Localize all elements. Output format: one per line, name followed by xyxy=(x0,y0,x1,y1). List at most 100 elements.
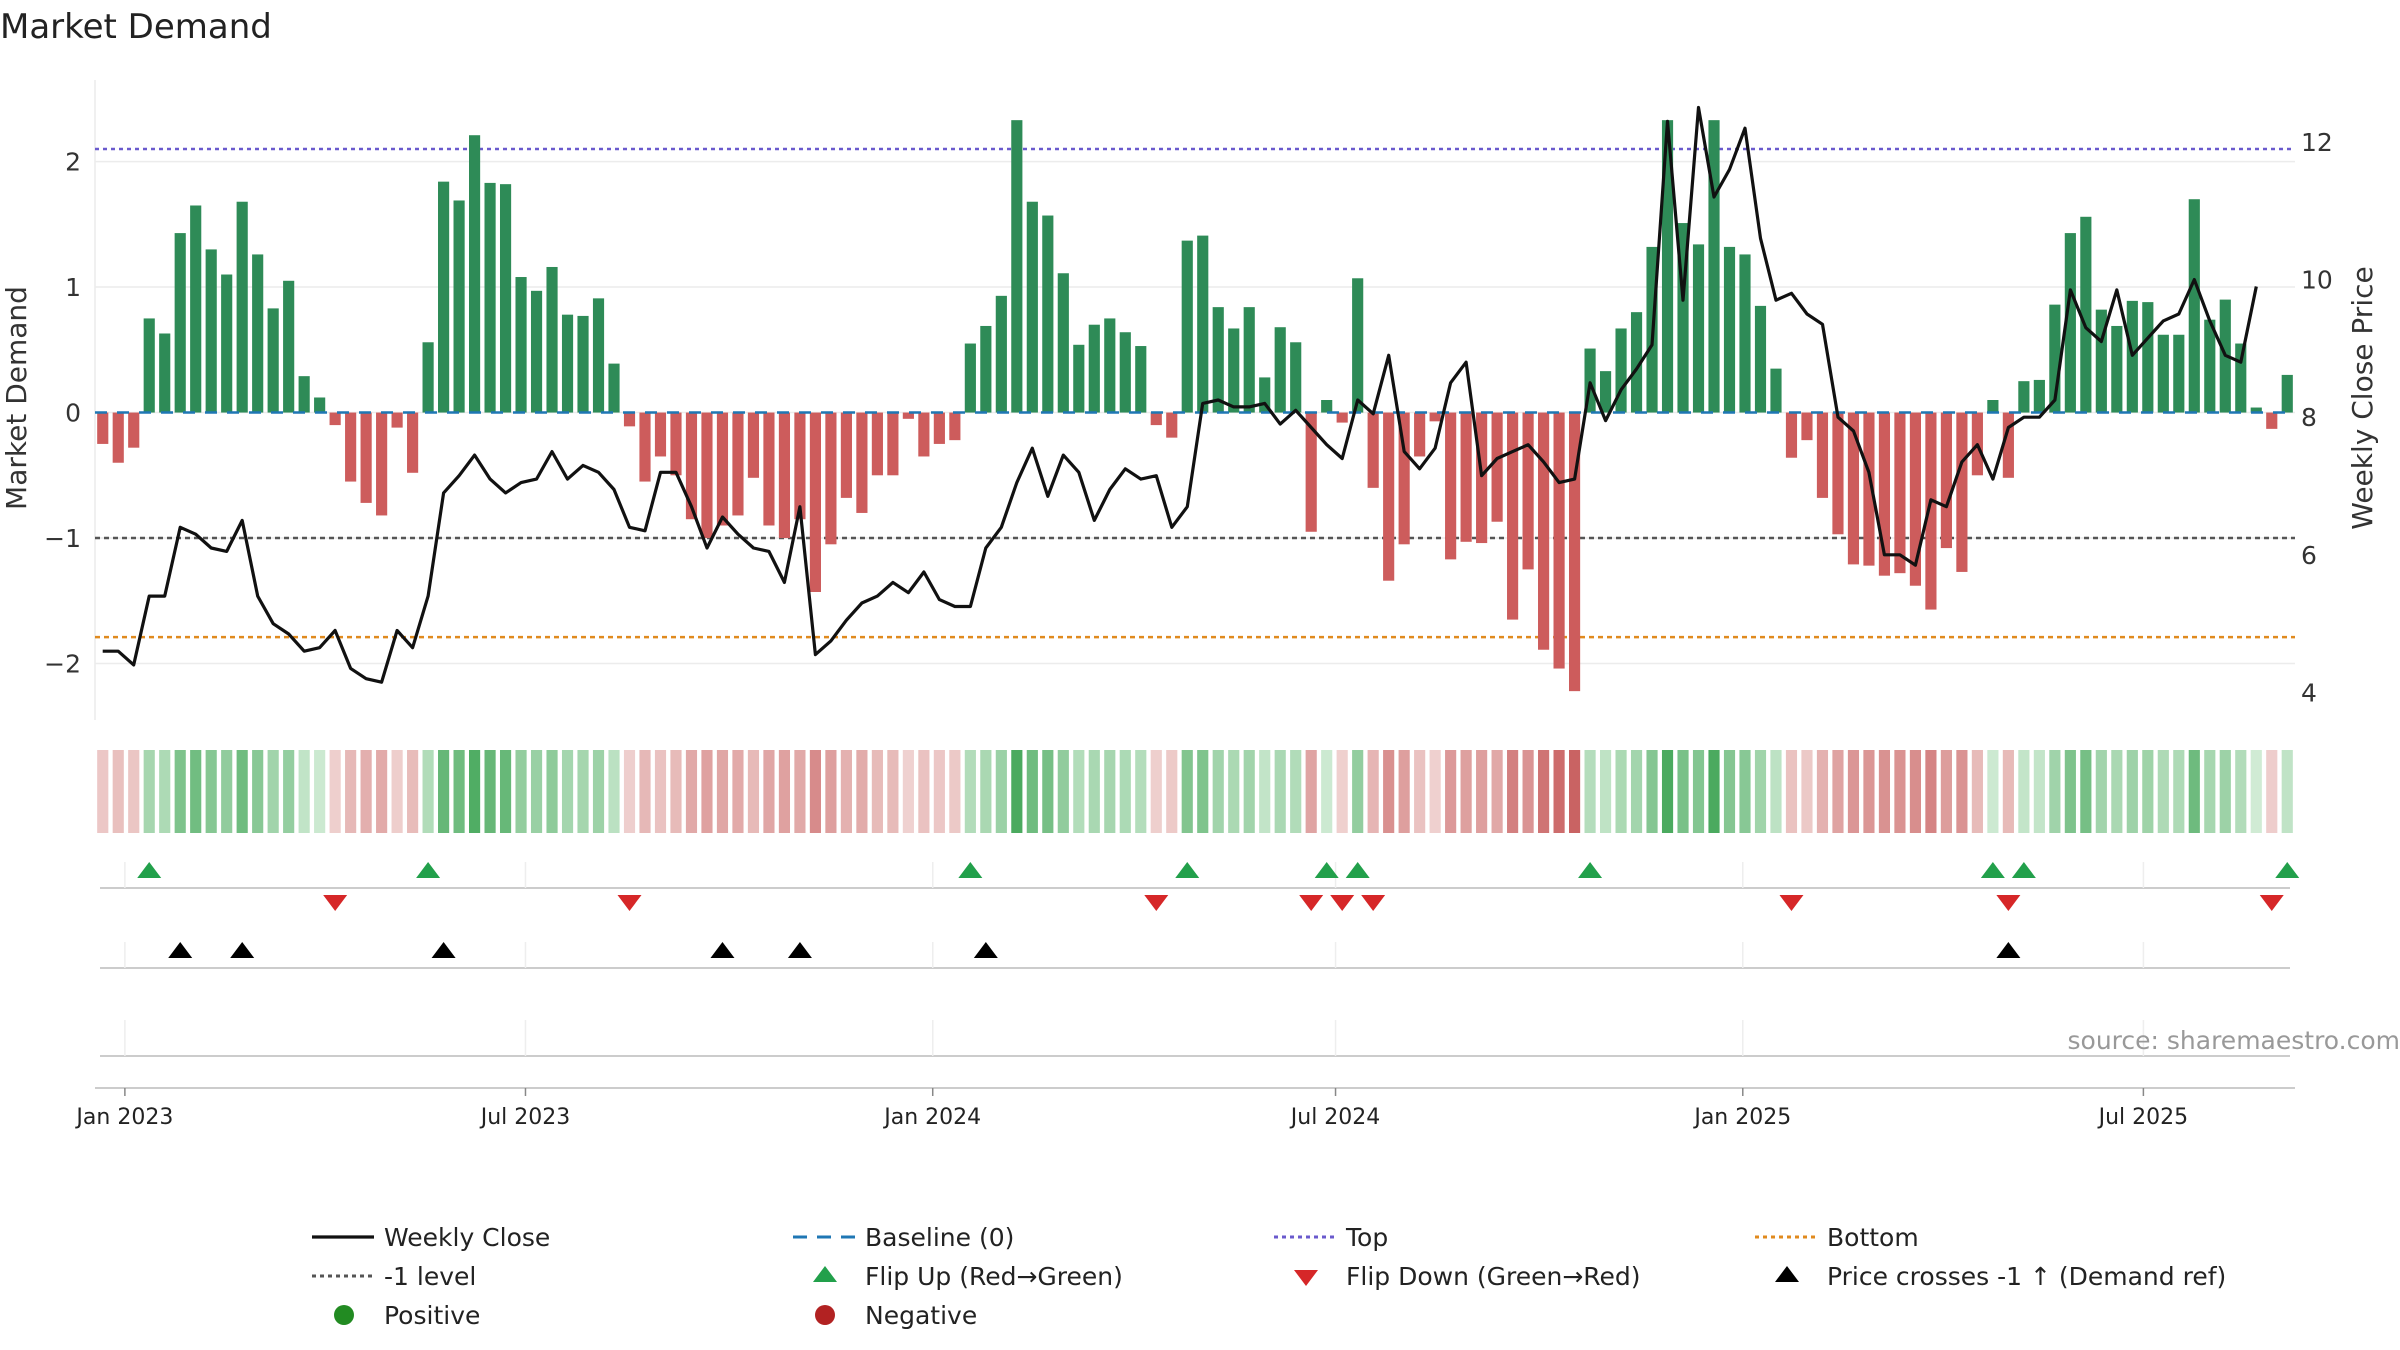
heat-cell xyxy=(298,750,310,833)
demand-bar xyxy=(1429,412,1441,422)
heat-cell xyxy=(1383,750,1395,833)
demand-bar xyxy=(561,314,574,413)
heat-cell xyxy=(902,750,914,833)
price-cross-marker xyxy=(431,942,456,958)
y2-tick-label: 4 xyxy=(2301,678,2317,707)
heat-cell xyxy=(747,750,760,833)
heat-cell xyxy=(1367,750,1379,833)
heat-cell xyxy=(2188,750,2200,833)
heat-cell xyxy=(1228,750,1240,833)
demand-bar xyxy=(1615,328,1627,413)
demand-bar xyxy=(732,412,744,516)
demand-bar xyxy=(1599,371,1612,413)
demand-bar xyxy=(1414,412,1426,457)
heat-cell xyxy=(267,750,279,833)
heat-cell xyxy=(1104,750,1116,833)
heat-cell xyxy=(918,750,930,833)
demand-bar xyxy=(1661,120,1674,413)
flip-down-marker xyxy=(1779,895,1804,911)
heat-cell xyxy=(825,750,837,833)
demand-bar xyxy=(391,412,403,428)
x-tick-label: Jul 2025 xyxy=(2097,1105,2189,1130)
heat-cell xyxy=(1011,750,1023,833)
source-credit: source: sharemaestro.com xyxy=(2068,1026,2400,1055)
heat-cell xyxy=(1692,750,1705,833)
heat-cell xyxy=(283,750,295,833)
demand-bar xyxy=(1073,344,1085,413)
legend: Weekly Close Baseline (0) Top Bottom -1 leve… xyxy=(312,1223,2226,1330)
demand-bar xyxy=(918,412,930,457)
demand-bar xyxy=(2281,374,2293,413)
heat-cell xyxy=(639,750,651,833)
heat-cell xyxy=(1290,750,1302,833)
demand-bar xyxy=(809,412,821,592)
legend-swatch-circle xyxy=(334,1305,354,1325)
demand-bar xyxy=(747,412,760,478)
demand-bar xyxy=(1909,412,1921,586)
heat-cell xyxy=(577,750,589,833)
heat-cell xyxy=(1940,750,1952,833)
heat-cell xyxy=(252,750,264,833)
heat-cell xyxy=(1538,750,1550,833)
price-cross-marker xyxy=(1996,942,2021,958)
price-cross-marker xyxy=(710,942,735,958)
heat-cell xyxy=(2204,750,2216,833)
flip-up-marker xyxy=(1314,862,1339,878)
demand-bar xyxy=(1491,412,1503,522)
demand-bar xyxy=(1460,412,1472,542)
demand-bar xyxy=(469,135,481,413)
legend-label: Bottom xyxy=(1827,1223,1919,1252)
heat-cell xyxy=(1429,750,1441,833)
demand-bar xyxy=(499,184,512,413)
heat-cell xyxy=(2018,750,2030,833)
price-line-group xyxy=(102,105,2258,684)
legend-label: Negative xyxy=(865,1301,977,1330)
demand-bar xyxy=(2142,302,2154,413)
heat-cell xyxy=(112,750,124,833)
demand-bar xyxy=(1630,312,1643,413)
demand-bar xyxy=(825,412,837,545)
demand-bar xyxy=(546,266,558,413)
demand-bar xyxy=(2095,309,2107,413)
heat-cell xyxy=(2235,750,2247,833)
heat-cell xyxy=(314,750,326,833)
demand-bar xyxy=(515,277,527,413)
heat-cell xyxy=(561,750,574,833)
heat-cell xyxy=(438,750,450,833)
demand-bar xyxy=(902,412,914,419)
heat-cell xyxy=(422,750,434,833)
flip-up-marker xyxy=(137,862,162,878)
heat-cell xyxy=(1894,750,1906,833)
heat-cell xyxy=(2095,750,2107,833)
heat-cell xyxy=(1507,750,1519,833)
demand-bar xyxy=(2235,343,2247,413)
heat-cell xyxy=(190,750,202,833)
demand-bar xyxy=(1538,412,1550,650)
x-tick-label: Jan 2023 xyxy=(74,1105,173,1130)
heat-cell xyxy=(1832,750,1844,833)
legend-swatch-triangle-up xyxy=(813,1266,837,1282)
heat-cell xyxy=(376,750,388,833)
flip-down-marker xyxy=(617,895,642,911)
heat-cell xyxy=(1723,750,1736,833)
demand-bar xyxy=(949,412,961,441)
heat-cell xyxy=(1661,750,1674,833)
heat-cell xyxy=(1878,750,1891,833)
demand-bar xyxy=(1584,348,1596,413)
heat-cell xyxy=(716,750,729,833)
flip-down-marker xyxy=(1996,895,2021,911)
heat-cell xyxy=(964,750,976,833)
demand-bar xyxy=(360,412,372,503)
demand-bar xyxy=(1956,412,1968,572)
demand-bar xyxy=(376,412,388,516)
demand-bar xyxy=(1088,324,1100,413)
demand-bar xyxy=(1367,412,1379,488)
demand-bar xyxy=(1119,332,1131,413)
heat-cell xyxy=(1026,750,1038,833)
heat-cell xyxy=(1739,750,1751,833)
heat-cell xyxy=(1181,750,1193,833)
y-axis-label: Market Demand xyxy=(0,286,33,510)
demand-bar xyxy=(143,318,155,413)
demand-bar xyxy=(964,343,976,413)
demand-bar xyxy=(654,412,667,457)
